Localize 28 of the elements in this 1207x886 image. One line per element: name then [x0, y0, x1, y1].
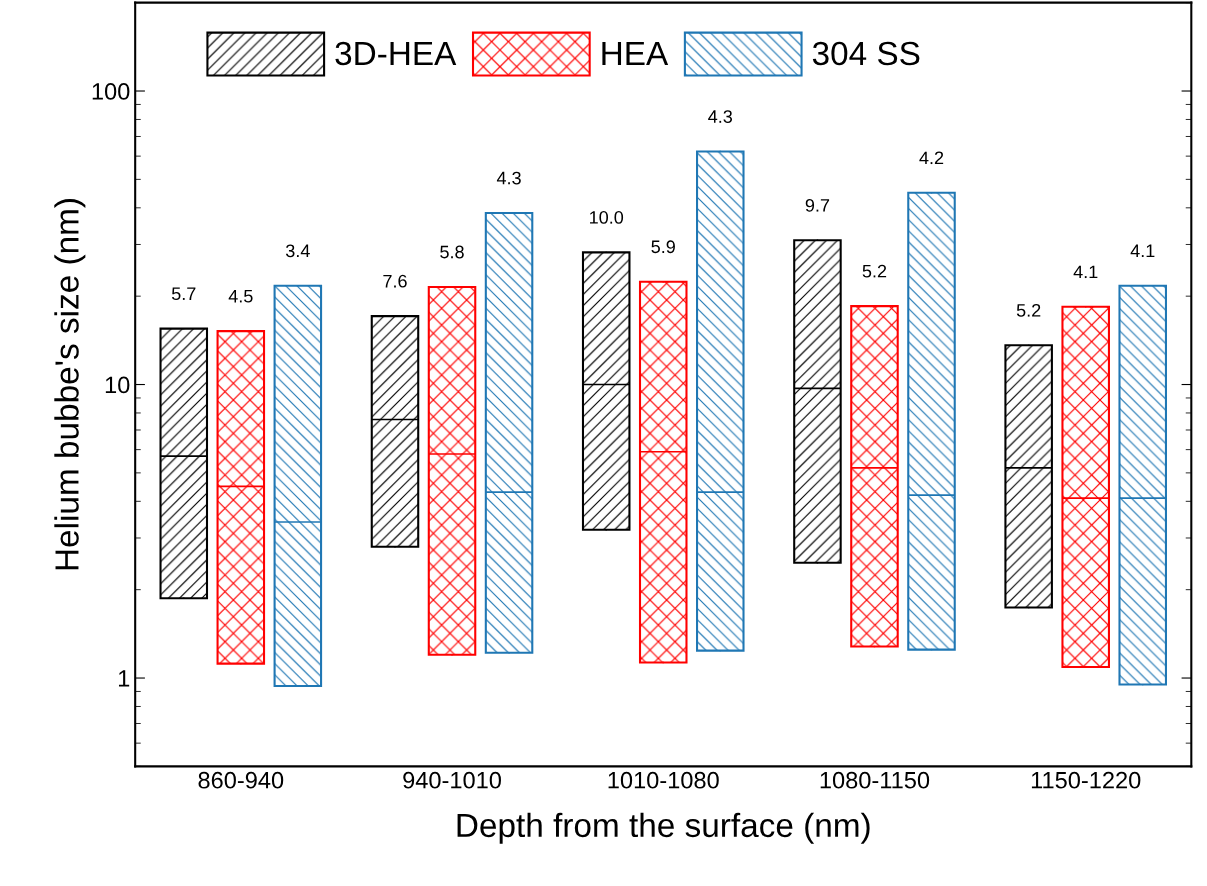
text: 4.5 [228, 289, 253, 303]
text: 10.0 [590, 211, 624, 224]
x-axis-title: Depth from the surface (nm) [457, 812, 870, 844]
legend-label: HEA [602, 42, 669, 65]
text: 4.1 [1073, 265, 1098, 279]
x-tick-label: 940-1010 [403, 771, 501, 789]
x-tick-label: 1150-1220 [1031, 771, 1141, 789]
x-tick-label: 1010-1080 [608, 771, 719, 789]
text: 9.7 [805, 198, 830, 212]
text: 7.6 [383, 274, 407, 288]
text: 5.7 [171, 287, 196, 301]
text: 5.8 [440, 245, 464, 259]
y-tick-label: 10 [105, 376, 130, 394]
text: 4.2 [919, 151, 944, 165]
y-tick-label: 1 [118, 670, 130, 687]
text: 5.2 [862, 264, 887, 278]
text: 4.3 [708, 110, 733, 123]
x-tick-label: 860-940 [198, 771, 284, 789]
text: 4.1 [1130, 244, 1155, 258]
text: 5.9 [651, 240, 675, 254]
text: 3.4 [285, 244, 310, 258]
text: 5.2 [1016, 303, 1041, 317]
legend-label: 304 SS [812, 41, 920, 66]
legend-label: 3D-HEA [335, 41, 457, 66]
y-tick-label: 100 [92, 83, 130, 100]
text: 4.3 [496, 171, 521, 185]
x-tick-label: 1080-1150 [820, 771, 930, 789]
y-axis-title: Helium bubbe's size (nm) [54, 199, 86, 570]
